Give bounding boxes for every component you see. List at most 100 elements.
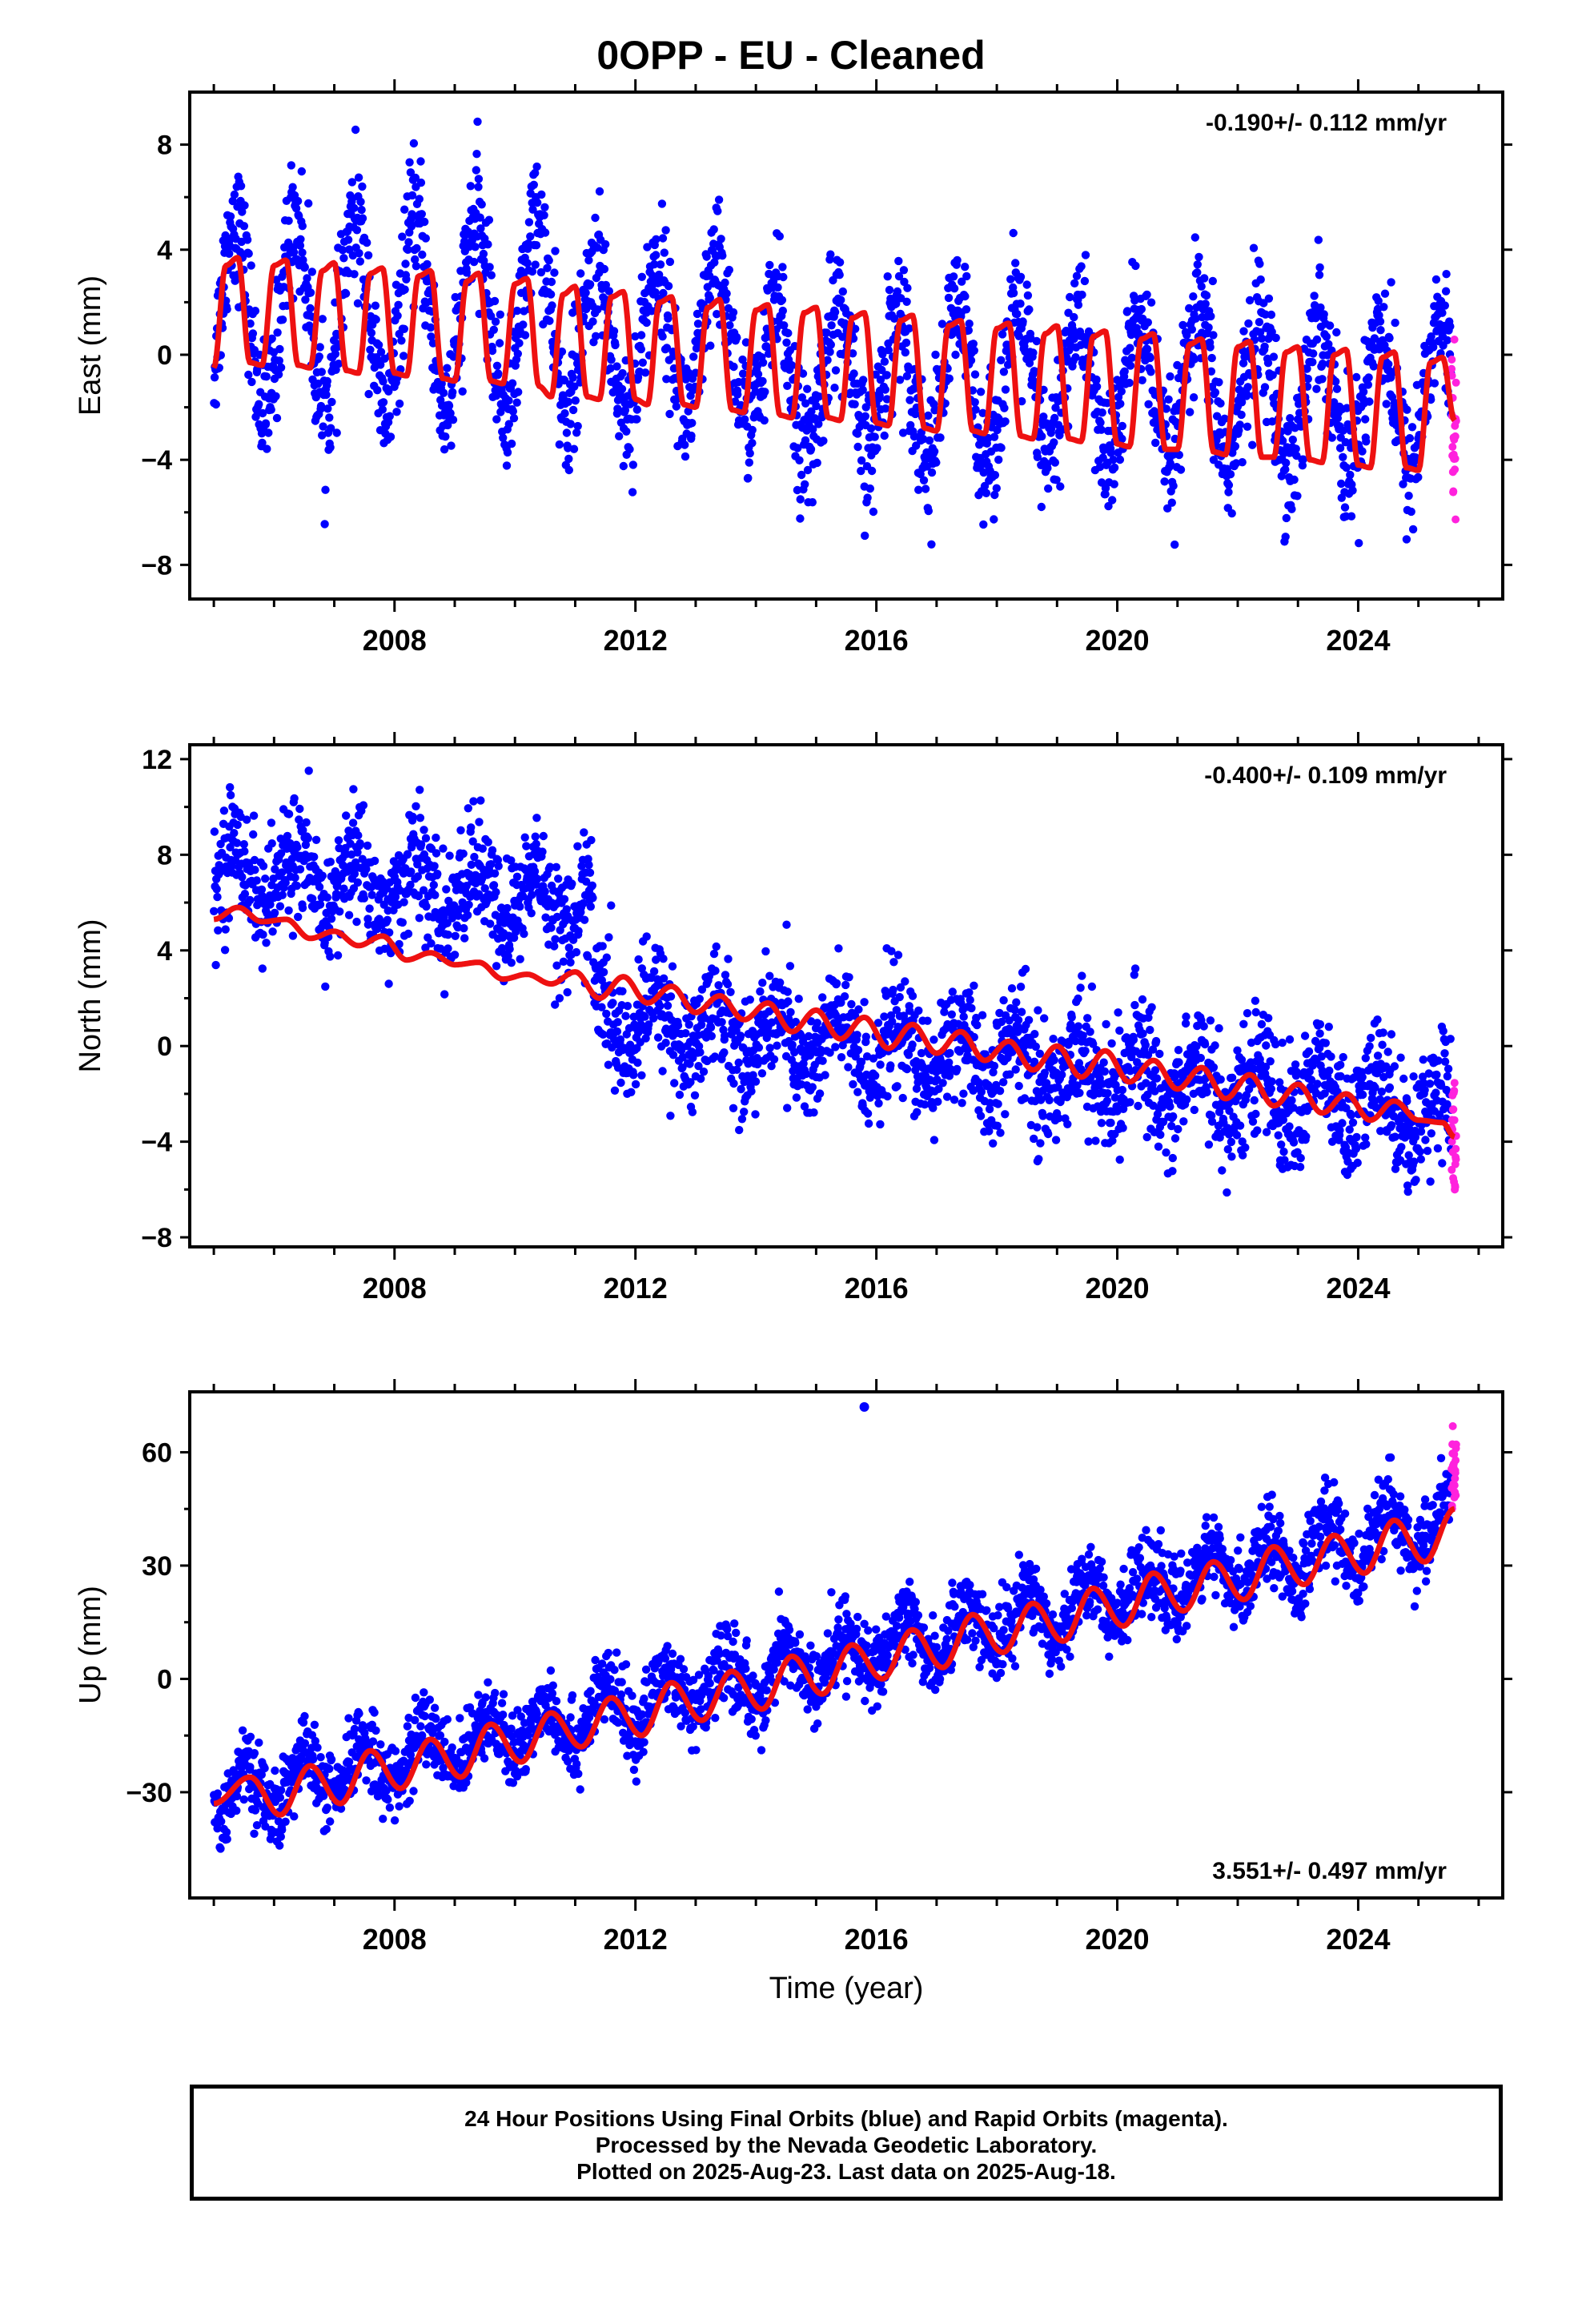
final-orbit-point: [894, 271, 904, 281]
final-orbit-point: [402, 275, 411, 283]
final-orbit-point: [1037, 502, 1046, 512]
final-orbit-point: [1282, 458, 1291, 468]
final-orbit-point: [1109, 455, 1118, 464]
final-orbit-point: [1446, 322, 1455, 331]
final-orbit-point: [863, 1109, 873, 1118]
final-orbit-point: [522, 842, 531, 850]
final-orbit-point: [291, 204, 301, 213]
final-orbit-point: [334, 360, 343, 368]
final-orbit-point: [317, 368, 326, 376]
rapid-orbit-point: [1447, 372, 1456, 380]
final-orbit-point: [965, 320, 974, 328]
final-orbit-point: [440, 445, 449, 454]
final-orbit-point: [982, 489, 991, 497]
final-orbit-point: [761, 388, 769, 396]
final-orbit-point: [236, 182, 246, 191]
final-orbit-point: [796, 514, 805, 523]
final-orbit-point: [267, 334, 276, 343]
final-orbit-point: [233, 820, 242, 830]
final-orbit-point: [476, 213, 484, 222]
final-orbit-point: [359, 801, 368, 810]
final-orbit-point: [1155, 1049, 1164, 1059]
final-orbit-point: [335, 907, 344, 916]
x-tick-label: 2008: [363, 624, 427, 657]
final-orbit-point: [271, 865, 279, 874]
final-orbit-point: [1223, 1145, 1233, 1154]
final-orbit-point: [684, 407, 693, 416]
final-orbit-point: [895, 376, 905, 384]
final-orbit-point: [1189, 393, 1199, 402]
final-orbit-point: [1376, 326, 1385, 335]
final-orbit-point: [341, 289, 351, 298]
final-orbit-point: [1324, 340, 1333, 348]
final-orbit-point: [964, 326, 974, 335]
final-orbit-point: [492, 361, 502, 370]
final-orbit-point: [1147, 1003, 1156, 1012]
final-orbit-point: [1168, 1153, 1178, 1163]
final-orbit-point: [1340, 503, 1350, 512]
final-orbit-point: [454, 911, 463, 920]
final-orbit-point: [495, 339, 504, 348]
final-orbit-point: [1100, 1067, 1110, 1076]
final-orbit-point: [765, 971, 774, 980]
final-orbit-point: [1167, 498, 1177, 507]
final-orbit-point: [883, 1092, 892, 1101]
final-orbit-point: [809, 1108, 818, 1117]
final-orbit-point: [1407, 507, 1415, 517]
final-orbit-point: [221, 231, 230, 240]
final-orbit-point: [440, 990, 449, 999]
final-orbit-point: [413, 860, 422, 869]
final-orbit-point: [721, 278, 729, 287]
final-orbit-point: [1227, 509, 1236, 518]
final-orbit-point: [604, 1060, 613, 1069]
final-orbit-point: [921, 485, 930, 493]
final-orbit-point: [1375, 317, 1385, 326]
final-orbit-point: [1143, 318, 1153, 327]
final-orbit-point: [588, 881, 596, 891]
final-orbit-point: [1257, 1019, 1267, 1029]
final-orbit-point: [1174, 450, 1184, 460]
final-orbit-point: [212, 885, 221, 894]
final-orbit-point: [494, 369, 503, 378]
final-orbit-point: [1117, 387, 1126, 396]
final-orbit-point: [582, 304, 591, 314]
final-orbit-point: [230, 829, 239, 838]
final-orbit-point: [787, 361, 797, 370]
final-orbit-point: [287, 161, 295, 170]
final-orbit-point: [416, 814, 425, 822]
final-orbit-point: [990, 432, 999, 441]
final-orbit-point: [494, 862, 503, 870]
final-orbit-point: [526, 232, 535, 241]
final-orbit-point: [243, 235, 252, 244]
final-orbit-point: [588, 317, 597, 326]
final-orbit-point: [275, 356, 283, 365]
final-orbit-point: [751, 387, 760, 396]
final-orbit-point: [1358, 447, 1367, 456]
final-orbit-point: [441, 432, 450, 441]
final-orbit-point: [563, 987, 572, 997]
rapid-orbit-point: [1448, 443, 1457, 451]
final-orbit-point: [835, 271, 844, 279]
final-orbit-point: [653, 1033, 663, 1042]
final-orbit-point: [1255, 259, 1264, 268]
final-orbit-point: [729, 1104, 738, 1113]
final-orbit-point: [672, 402, 681, 411]
final-orbit-point: [1379, 303, 1388, 312]
final-orbit-point: [1248, 1117, 1258, 1126]
final-orbit-point: [970, 398, 979, 407]
final-orbit-point: [584, 255, 593, 265]
final-orbit-point: [858, 385, 867, 395]
final-orbit-point: [999, 995, 1008, 1005]
final-orbit-point: [1011, 259, 1020, 267]
final-orbit-point: [1220, 414, 1229, 423]
final-orbit-point: [775, 231, 784, 241]
final-orbit-point: [515, 339, 524, 348]
final-orbit-point: [777, 296, 787, 304]
final-orbit-point: [1126, 361, 1135, 370]
final-orbit-point: [298, 903, 307, 913]
final-orbit-point: [1033, 452, 1042, 461]
final-orbit-point: [1237, 410, 1246, 420]
final-orbit-point: [1237, 398, 1247, 407]
final-orbit-point: [327, 397, 336, 407]
final-orbit-point: [394, 300, 403, 309]
